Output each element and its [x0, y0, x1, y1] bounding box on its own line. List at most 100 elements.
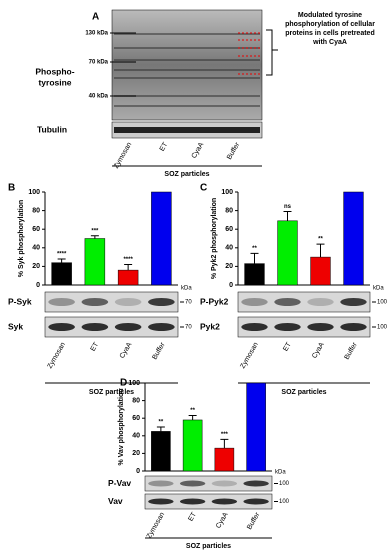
y-tick-label: 40 [132, 433, 140, 440]
kda-label: kDa [181, 286, 192, 292]
y-label: tyrosine [38, 77, 71, 87]
marker-label: 40 kDa [89, 94, 109, 100]
marker-label: 100 [279, 499, 290, 505]
y-label: % Vav phosphorylation [118, 388, 125, 465]
blot-band [148, 298, 175, 306]
x-tick-label: CyaA [311, 341, 326, 360]
error-bar [188, 415, 197, 420]
blot-band [148, 480, 174, 487]
significance: ** [252, 246, 257, 252]
kda-label: kDa [275, 470, 286, 476]
x-label: SOZ particles [186, 543, 231, 550]
blot-image [144, 493, 273, 510]
significance: ** [159, 420, 164, 426]
x-tick-label: Buffer [343, 341, 359, 361]
error-bar [250, 252, 259, 264]
x-tick-label: Buffer [151, 341, 167, 361]
x-tick-label: ET [282, 341, 293, 353]
significance: ** [318, 237, 323, 243]
marker-label: 70 [185, 300, 192, 306]
blot-label: Pyk2 [200, 321, 220, 331]
note: with CyaA [312, 39, 347, 46]
blot-band [179, 498, 206, 505]
error-bar [124, 264, 133, 271]
significance: **** [57, 252, 67, 258]
y-tick-label: 0 [229, 282, 233, 289]
blot-band [243, 480, 269, 487]
y-tick-label: 40 [225, 245, 233, 252]
panel-label: C [200, 183, 207, 194]
y-tick-label: 20 [32, 263, 40, 270]
blot-band [243, 498, 269, 505]
blot-band [211, 498, 238, 505]
significance: **** [123, 257, 133, 263]
note: proteins in cells pretreated [285, 30, 374, 37]
blot-label: P-Syk [8, 296, 32, 306]
x-tick-label: ET [159, 141, 170, 153]
y-tick-label: 80 [32, 207, 40, 214]
error-bar [57, 258, 66, 263]
panel-label: D [120, 378, 127, 389]
marker-arrows [110, 32, 136, 97]
y-tick-label: 0 [36, 282, 40, 289]
x-label: SOZ particles [281, 389, 326, 396]
x-tick-label: Buffer [226, 141, 242, 161]
error-bar [316, 243, 325, 258]
blot-bands [114, 33, 260, 107]
x-tick-label: Buffer [246, 511, 262, 531]
y-tick-label: 80 [225, 207, 233, 214]
x-tick-label: Zymosan [146, 511, 167, 540]
panel-label: B [8, 183, 15, 194]
blot-band [114, 298, 142, 306]
y-tick-label: 0 [136, 468, 140, 475]
blot-band [241, 298, 268, 306]
blot-band [307, 323, 334, 331]
x-tick-label: CyaA [215, 511, 230, 530]
significance: *** [221, 432, 229, 438]
y-tick-label: 20 [225, 263, 233, 270]
blot-band [340, 323, 367, 331]
x-label: SOZ particles [89, 389, 134, 396]
marker-label: 100 [279, 481, 290, 487]
panel-label: A [92, 12, 99, 23]
blot-image [237, 316, 371, 338]
blot-band [148, 323, 175, 331]
blot-band [81, 298, 109, 306]
blot-image [237, 291, 371, 313]
bar [246, 382, 266, 472]
y-tick-label: 80 [132, 397, 140, 404]
x-tick-label: ET [187, 511, 198, 523]
bar [343, 191, 364, 286]
y-label: % Pyk2 phosphorylation [211, 198, 218, 279]
y-tick-label: 60 [32, 226, 40, 233]
marker-label: 130 kDa [85, 31, 108, 37]
y-tick-label: 20 [132, 450, 140, 457]
error-bar [90, 235, 99, 239]
significance: ns [284, 204, 292, 210]
blot-band [114, 323, 142, 331]
y-tick-label: 40 [32, 245, 40, 252]
bar [151, 431, 171, 472]
blot-band [211, 480, 238, 487]
blot-image [44, 291, 179, 313]
bracket [266, 29, 278, 76]
error-bar [283, 211, 292, 221]
y-tick-label: 100 [28, 189, 40, 196]
bar [117, 269, 139, 286]
significance: *** [91, 228, 99, 234]
marker-label: 100 [377, 325, 388, 331]
note: Modulated tyrosine [298, 12, 362, 19]
bar [51, 262, 72, 286]
note: phosphorylation of cellular [285, 21, 375, 28]
bar [214, 447, 235, 472]
x-tick-label: Zymosan [239, 341, 260, 370]
y-tick-label: 100 [128, 380, 140, 387]
blot-band [48, 323, 75, 331]
blot-label: Syk [8, 321, 23, 331]
blot-band [179, 480, 206, 487]
blot-band [81, 323, 109, 331]
blot-band [148, 498, 174, 505]
y-label: % Syk phosphorylation [18, 200, 25, 277]
error-bar [156, 426, 165, 432]
